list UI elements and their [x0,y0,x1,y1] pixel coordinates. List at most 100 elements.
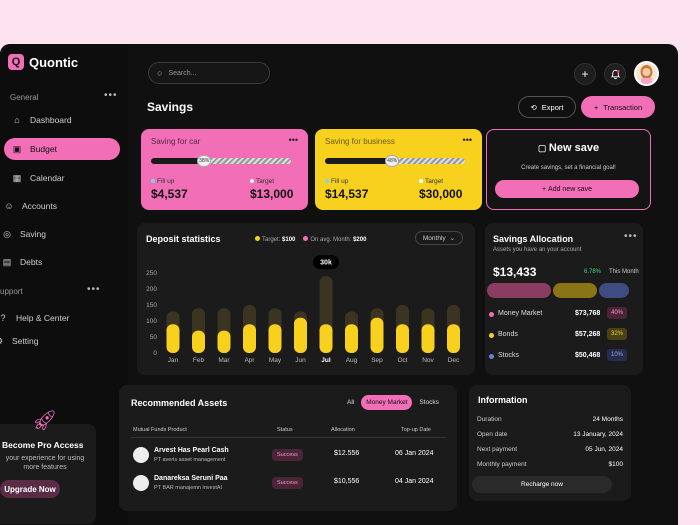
fund-allocation: $12.556 [334,450,360,457]
progress-fill [151,158,205,164]
allocation-amount: $57,268 [575,331,601,338]
recharge-button[interactable]: Recharge now [472,476,612,493]
status-badge: Success [272,449,303,461]
allocation-name: Money Market [498,310,543,317]
sidebar-item-debts[interactable]: ▤ Debts [0,251,110,273]
deposit-title: Deposit statistics [146,234,221,244]
more-icon[interactable]: ••• [462,135,472,145]
fill-label: Fill up [325,178,348,185]
progress-percent: 38% [199,158,210,164]
table-row[interactable]: Arvest Has Pearl Cash PT averis asset ma… [119,445,457,469]
plus-icon: + [593,102,599,112]
upgrade-button[interactable]: Upgrade Now [0,480,60,498]
saving-card-name: Saving for business [325,137,395,146]
users-icon: ☺ [4,201,14,211]
allocation-row-money-market: Money Market $73,768 40% [485,306,643,322]
period-select[interactable]: Monthly ⌄ [415,231,463,245]
y-tick-label: 50 [150,334,158,341]
chart-bar [370,317,384,353]
sidebar-item-label: Help & Center [16,313,70,323]
notification-bell-icon[interactable] [604,63,626,85]
transaction-label: Transaction [603,102,643,112]
fund-company: PT averis asset management [154,457,226,463]
x-tick-label: Feb [193,357,205,364]
allocation-segment-stocks[interactable] [599,283,629,298]
target-value: $13,000 [250,187,294,201]
new-save-title: ▢ New save [537,142,600,154]
more-icon[interactable]: ••• [104,90,118,101]
tab-money-market[interactable]: Money Market [361,395,413,410]
sidebar-item-dashboard[interactable]: ⌂ Dashboard [4,109,120,131]
export-icon: ⟲ [530,102,537,112]
home-icon: ⌂ [14,115,20,125]
allocation-subtitle: Assets you have an your account [493,247,582,253]
info-row-duration: Duration 24 Months [477,416,623,423]
sidebar-item-saving[interactable]: ◎ Saving [0,223,110,245]
more-icon[interactable]: ••• [87,284,101,295]
x-tick-label: Dec [448,357,460,364]
plus-icon: + [541,185,549,193]
bell-icon [610,69,620,79]
allocation-segment-bonds[interactable] [553,283,597,298]
sidebar-item-budget[interactable]: ▣ Budget [4,138,120,160]
allocation-segment-money-market[interactable] [487,283,551,298]
brand-logo[interactable]: Q Quontic [8,54,78,70]
more-icon[interactable]: ••• [288,135,298,145]
info-row-open-date: Open date 13 January, 2024 [477,431,623,438]
sidebar-item-label: Calendar [30,173,65,183]
add-icon[interactable]: + [574,63,596,85]
sidebar: Q Quontic General ••• ⌂ Dashboard ▣ Budg… [0,44,128,525]
allocation-name: Stocks [498,352,520,359]
savings-allocation-card: Savings Allocation ••• Assets you have a… [485,223,643,375]
y-tick-label: 200 [146,286,157,293]
recommended-title: Recommended Assets [131,398,228,408]
tab-all[interactable]: All [347,399,355,406]
avatar-portrait-icon [636,63,657,84]
sidebar-item-accounts[interactable]: ☺ Accounts [0,195,112,217]
add-new-save-button[interactable]: + Add new save [495,180,639,198]
tab-stocks[interactable]: Stocks [419,399,439,406]
saving-card-business[interactable]: Saving for business ••• 48% Fill up $14,… [315,129,482,210]
recommended-assets-card: Recommended Assets All Money Market Stoc… [119,385,457,511]
sidebar-item-setting[interactable]: ⚙ Setting [0,330,102,352]
section-general-label: General [10,93,39,102]
x-tick-label: Aug [346,357,358,364]
x-tick-label: May [269,357,282,364]
fill-label: Fill up [151,178,174,185]
y-tick-label: 100 [146,318,157,325]
allocation-amount: $50,468 [575,352,601,359]
avatar [133,447,149,463]
info-row-next-payment: Next payment 05 Jun, 2024 [477,446,623,453]
table-row[interactable]: Danareksa Seruni Paa PT BAR manajemn inv… [119,473,457,497]
target-label: Target [419,178,443,185]
allocation-percent: 40% [607,307,627,319]
sidebar-item-help[interactable]: ? Help & Center [0,307,106,329]
progress-knob[interactable]: 48% [385,155,400,167]
allocation-total: $13,433 [493,265,537,279]
wallet-icon: ▣ [12,144,22,154]
avatar[interactable] [634,61,659,86]
search-icon: ○ [157,68,163,78]
chart-bar [447,324,460,353]
sidebar-item-calendar[interactable]: ▦ Calendar [4,167,120,189]
saving-card-car[interactable]: Saving for car ••• 38% Fill up $4,537 Ta… [141,129,308,210]
new-save-text: Create savings, set a financial goal! [521,165,616,171]
export-button[interactable]: ⟲ Export [518,96,576,118]
rocket-icon: 🚀︎ [32,410,58,432]
chart-bar [268,324,282,353]
more-icon[interactable]: ••• [624,231,638,242]
x-tick-label: Apr [244,357,255,364]
divider [131,437,446,438]
section-support-label: upport [0,287,23,296]
fill-value: $14,537 [325,187,369,201]
search-input[interactable]: ○ Search... [148,62,270,84]
transaction-button[interactable]: + Transaction [581,96,655,118]
chart-bar [166,324,180,353]
allocation-period: This Month [609,269,639,275]
fund-allocation: $10,556 [334,478,360,485]
allocation-title: Savings Allocation [493,234,574,244]
sidebar-item-label: Dashboard [30,115,72,125]
progress-knob[interactable]: 38% [197,155,212,167]
save-icon: ▢ [537,143,549,153]
brand-name: Quontic [29,54,79,70]
